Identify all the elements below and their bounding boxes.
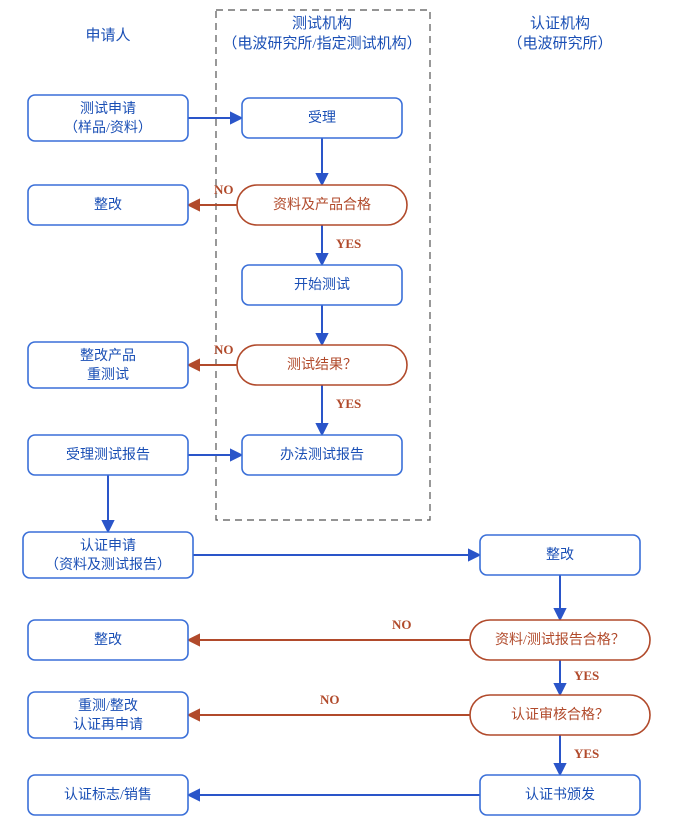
edge-label-n_audit-n_reapply: NO (320, 692, 340, 707)
node-n_start: 开始测试 (242, 265, 402, 305)
node-n_doc_ok: 资料及产品合格 (237, 185, 407, 225)
node-text1-n_reprod: 整改产品 (80, 348, 136, 364)
node-n_accept: 受理 (242, 98, 402, 138)
node-text-n_docrep: 资料/测试报告合格？ (495, 632, 625, 648)
node-n_rect2: 整改 (28, 620, 188, 660)
node-text-n_issue: 认证书颁发 (525, 787, 595, 803)
node-text-n_accept: 受理 (308, 110, 336, 126)
column-subheader-col2: （电波研究所/指定测试机构） (222, 35, 421, 52)
node-text2-n_reapply: 认证再申请 (73, 717, 143, 733)
edge-label-n_audit-n_issue: YES (574, 746, 599, 761)
node-text-n_rect3: 整改 (546, 547, 574, 563)
node-text1-n_certapp: 认证申请 (80, 538, 136, 554)
node-n_audit: 认证审核合格？ (470, 695, 650, 735)
edge-label-n_docrep-n_rect2: NO (392, 617, 412, 632)
edge-label-n_docrep-n_audit: YES (574, 668, 599, 683)
node-n_certapp: 认证申请 （资料及测试报告） (23, 532, 193, 578)
edge-label-n_result-n_reprod: NO (214, 342, 234, 357)
column-header-col1: 申请人 (85, 27, 130, 44)
node-text-n_recv: 受理测试报告 (66, 447, 150, 463)
node-n_app: 测试申请 （样品/资料） (28, 95, 188, 141)
node-n_reapply: 重测/整改认证再申请 (28, 692, 188, 738)
node-text-n_doc_ok: 资料及产品合格 (273, 197, 371, 213)
node-text-n_rect1: 整改 (94, 197, 122, 213)
flowchart-canvas: 申请人 测试机构 （电波研究所/指定测试机构） 认证机构 （电波研究所） NO YES NO Y… (0, 0, 688, 839)
node-n_rect3: 整改 (480, 535, 640, 575)
edge-label-n_doc_ok-n_rect1: NO (214, 182, 234, 197)
node-text1-n_app: 测试申请 (80, 101, 136, 117)
node-n_result: 测试结果？ (237, 345, 407, 385)
node-n_recv: 受理测试报告 (28, 435, 188, 475)
node-n_issue: 认证书颁发 (480, 775, 640, 815)
node-text-n_audit: 认证审核合格？ (511, 707, 609, 723)
node-text1-n_reapply: 重测/整改 (78, 698, 138, 714)
edge-label-n_doc_ok-n_start: YES (336, 236, 361, 251)
node-text2-n_reprod: 重测试 (87, 367, 129, 383)
node-text2-n_app: （样品/资料） (64, 120, 152, 136)
column-subheader-col3: （电波研究所） (507, 35, 612, 52)
node-text2-n_certapp: （资料及测试报告） (45, 557, 171, 573)
column-header-col3: 认证机构 (530, 15, 590, 32)
node-n_docrep: 资料/测试报告合格？ (470, 620, 650, 660)
node-n_rect1: 整改 (28, 185, 188, 225)
node-text-n_start: 开始测试 (294, 277, 350, 293)
node-text-n_report: 办法测试报告 (280, 447, 364, 463)
column-header-col2: 测试机构 (292, 15, 352, 32)
node-text-n_mark: 认证标志/销售 (64, 787, 152, 803)
node-n_reprod: 整改产品重测试 (28, 342, 188, 388)
node-text-n_rect2: 整改 (94, 632, 122, 648)
edge-label-n_result-n_report: YES (336, 396, 361, 411)
node-n_report: 办法测试报告 (242, 435, 402, 475)
node-text-n_result: 测试结果？ (287, 357, 357, 373)
node-n_mark: 认证标志/销售 (28, 775, 188, 815)
